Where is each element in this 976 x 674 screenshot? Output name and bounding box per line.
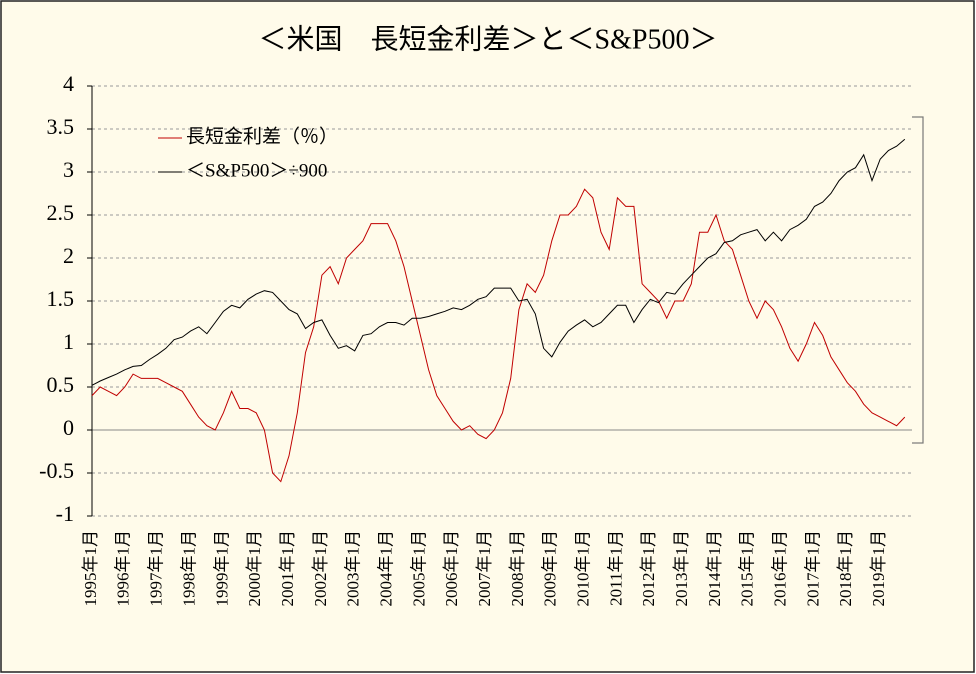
y-tick-label: 3	[63, 157, 74, 182]
x-tick-label: 2009年1月	[541, 530, 560, 607]
y-tick-label: 4	[63, 71, 74, 96]
y-tick-label: -1	[56, 501, 74, 526]
chart-title: ＜米国 長短金利差＞と＜S&P500＞	[259, 23, 718, 55]
legend-label: ＜S&P500＞÷900	[186, 160, 327, 181]
y-tick-label: 1.5	[47, 286, 75, 311]
x-tick-label: 2010年1月	[574, 530, 593, 607]
x-tick-label: 2012年1月	[639, 530, 658, 607]
x-tick-label: 2007年1月	[475, 530, 494, 607]
x-tick-label: 2005年1月	[409, 530, 428, 607]
y-tick-label: 0.5	[47, 372, 75, 397]
x-tick-label: 2017年1月	[803, 530, 822, 607]
y-tick-label: -0.5	[39, 458, 74, 483]
series-line	[91, 138, 906, 386]
x-tick-label: 2013年1月	[672, 530, 691, 607]
y-tick-label: 1	[63, 329, 74, 354]
series-line	[91, 188, 906, 483]
x-tick-label: 1995年1月	[81, 530, 100, 607]
y-tick-label: 3.5	[47, 114, 75, 139]
x-tick-label: 2018年1月	[836, 530, 855, 607]
x-tick-label: 1996年1月	[114, 530, 133, 607]
x-tick-label: 2004年1月	[376, 530, 395, 607]
y-tick-label: 2.5	[47, 200, 75, 225]
y-tick-label: 2	[63, 243, 74, 268]
x-tick-label: 2008年1月	[508, 530, 527, 607]
x-tick-label: 2000年1月	[245, 530, 264, 607]
x-tick-label: 1999年1月	[212, 530, 231, 607]
x-tick-label: 2002年1月	[311, 530, 330, 607]
x-tick-label: 2006年1月	[442, 530, 461, 607]
x-tick-label: 2014年1月	[705, 530, 724, 607]
x-tick-label: 2003年1月	[344, 530, 363, 607]
y-tick-label: 0	[63, 415, 74, 440]
x-tick-label: 2015年1月	[738, 530, 757, 607]
x-tick-label: 2011年1月	[606, 530, 625, 606]
legend-label: 長短金利差（％）	[186, 125, 338, 147]
x-tick-label: 2001年1月	[278, 530, 297, 607]
x-tick-label: 2019年1月	[869, 530, 888, 607]
x-tick-label: 2016年1月	[771, 530, 790, 607]
x-tick-label: 1998年1月	[179, 530, 198, 607]
x-tick-label: 1997年1月	[147, 530, 166, 607]
